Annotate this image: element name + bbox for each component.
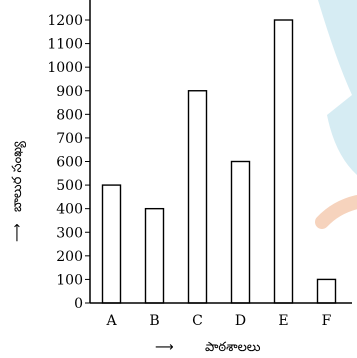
x-category-label: C [192, 313, 203, 329]
y-tick-label: 200 [56, 249, 83, 265]
x-category-label: D [235, 313, 246, 329]
bars [101, 19, 337, 304]
x-axis-categories: A B C D E F [105, 313, 331, 329]
y-tick-label: 1000 [47, 60, 83, 76]
y-tick-label: 1200 [47, 13, 83, 29]
x-category-label: F [322, 313, 332, 329]
y-axis-title-group: ⟶ బాలుర సంఖ్య [10, 141, 27, 242]
y-tick-label: 400 [56, 202, 83, 218]
x-axis-title-group: ⟶ పాఠశాలలు [155, 340, 261, 355]
bar-b [144, 207, 165, 304]
x-category-label: E [278, 313, 288, 329]
x-category-label: B [149, 313, 159, 329]
y-axis-arrow: ⟶ [10, 223, 25, 242]
bar-f [316, 278, 337, 304]
y-axis-ticks: 0 100 200 300 400 500 600 700 800 900 1000 1100 1200 [47, 13, 90, 312]
bar-e [273, 19, 294, 304]
y-tick-label: 100 [56, 272, 83, 288]
decorative-blue-shape [318, 0, 357, 175]
decorative-orange-stroke [315, 195, 357, 229]
y-tick-label: 500 [56, 178, 83, 194]
background-decoration [315, 0, 357, 229]
bar-c [187, 90, 208, 304]
x-axis-arrow: ⟶ [155, 340, 174, 355]
y-tick-label: 800 [56, 107, 83, 123]
bar-d [230, 160, 251, 304]
x-axis-title: పాఠశాలలు [205, 340, 261, 355]
y-tick-label: 0 [74, 296, 83, 312]
y-tick-label: 900 [56, 84, 83, 100]
x-category-label: A [105, 313, 117, 329]
bar-a [101, 184, 122, 304]
y-axis-title: బాలుర సంఖ్య [10, 141, 27, 212]
y-tick-label: 1100 [47, 37, 83, 53]
y-tick-label: 600 [56, 155, 83, 171]
axes [89, 0, 352, 304]
y-tick-label: 700 [56, 131, 83, 147]
y-tick-label: 300 [56, 225, 83, 241]
